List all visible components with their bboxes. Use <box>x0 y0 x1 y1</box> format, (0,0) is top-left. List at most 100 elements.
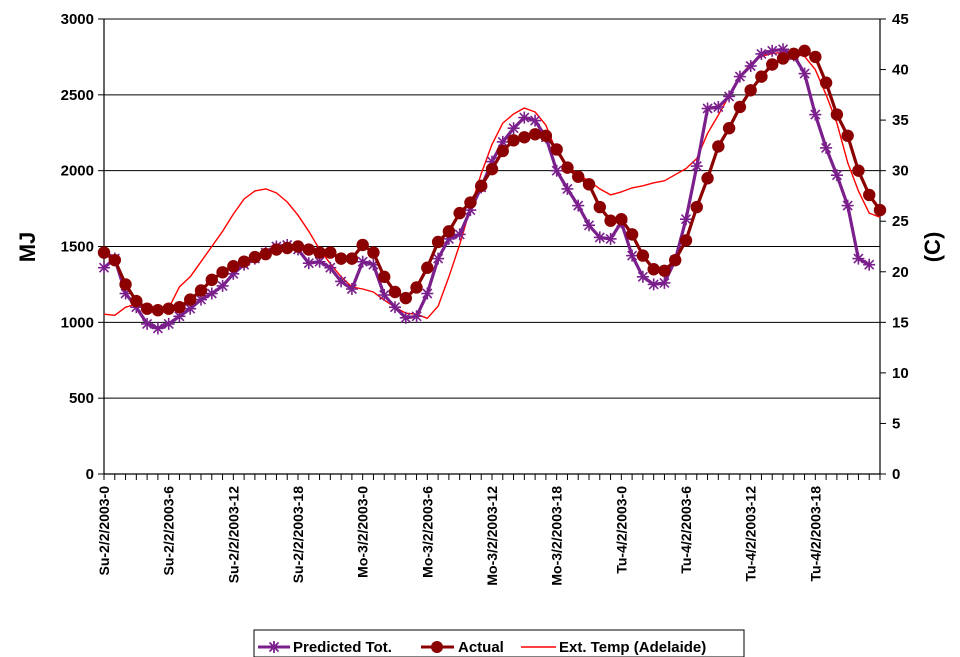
data-point <box>701 102 714 115</box>
data-point <box>151 304 165 317</box>
data-point <box>345 252 359 265</box>
data-point <box>582 178 596 191</box>
data-point <box>625 228 639 241</box>
data-point <box>550 164 563 177</box>
data-point <box>507 122 520 135</box>
data-point <box>852 164 865 177</box>
data-point <box>841 129 854 142</box>
data-point <box>184 293 197 306</box>
data-point <box>583 219 595 232</box>
right-tick-label: 35 <box>892 112 909 129</box>
data-point <box>119 278 132 291</box>
right-tick-label: 40 <box>892 62 909 79</box>
data-point <box>259 247 272 261</box>
x-ticks: Su-2/2/2003-0 Su-2/2/2003-6 Su-2/2/2003-12… <box>96 474 881 586</box>
data-point <box>248 250 262 264</box>
data-point <box>744 60 757 72</box>
data-point <box>507 134 520 147</box>
data-point <box>108 253 121 267</box>
data-point <box>755 70 768 83</box>
data-point <box>130 294 143 308</box>
legend-item-predicted: Predicted Tot. <box>258 639 392 656</box>
data-point <box>453 206 466 220</box>
data-point <box>281 241 294 255</box>
data-point <box>766 44 779 57</box>
data-point <box>658 276 671 289</box>
data-point <box>863 188 876 202</box>
data-point <box>302 257 315 270</box>
data-point <box>852 252 865 265</box>
right-y-ticks: 0 5 10 15 20 25 30 35 40 45 <box>880 11 909 483</box>
data-point <box>141 317 154 330</box>
data-point <box>518 111 531 124</box>
data-point <box>539 129 553 142</box>
left-tick-label: 500 <box>69 390 94 407</box>
data-point <box>399 311 412 324</box>
data-point <box>399 291 412 305</box>
data-point <box>367 246 380 259</box>
data-point <box>98 261 110 274</box>
data-point <box>701 172 714 185</box>
legend-label-actual: Actual <box>458 639 504 656</box>
data-point <box>658 264 671 277</box>
data-point <box>291 240 305 253</box>
data-point <box>561 182 574 195</box>
data-point <box>669 253 682 267</box>
x-tick-label: Tu-4/2/2003-12 <box>743 486 759 582</box>
data-point <box>572 199 585 212</box>
x-tick-label: Tu-4/2/2003-6 <box>678 486 694 574</box>
legend-asterisk-icon <box>268 641 280 653</box>
data-point <box>690 200 703 214</box>
data-point <box>475 179 488 193</box>
left-axis-label: MJ <box>15 232 40 263</box>
data-point <box>431 235 445 249</box>
x-tick-label: Mo-3/2/2003-12 <box>484 486 500 586</box>
left-tick-label: 1500 <box>61 239 94 256</box>
data-point <box>302 243 315 256</box>
right-tick-label: 0 <box>892 466 900 483</box>
data-point <box>647 278 660 291</box>
legend-circle-icon <box>431 641 443 653</box>
left-tick-label: 2000 <box>61 163 94 180</box>
data-point <box>388 285 402 299</box>
right-tick-label: 30 <box>892 163 909 180</box>
data-point <box>626 249 639 262</box>
data-point <box>830 169 843 182</box>
data-point <box>421 261 434 274</box>
data-point <box>378 289 391 301</box>
data-point <box>636 270 649 283</box>
left-tick-label: 0 <box>86 466 94 483</box>
data-point <box>324 261 337 274</box>
data-point <box>604 214 617 227</box>
x-tick-label: Tu-4/2/2003-18 <box>807 486 823 582</box>
data-point <box>378 270 391 284</box>
data-point <box>324 246 337 259</box>
data-point <box>227 260 240 273</box>
data-point <box>216 266 229 279</box>
right-tick-label: 25 <box>892 213 909 230</box>
data-point <box>432 252 445 265</box>
data-point <box>205 287 218 300</box>
data-point <box>733 70 746 83</box>
x-tick-label: Su-2/2/2003-6 <box>161 486 177 576</box>
data-point <box>194 284 208 297</box>
data-point <box>712 140 725 153</box>
legend-box <box>253 629 745 657</box>
data-point <box>744 84 757 97</box>
data-point <box>593 231 606 244</box>
data-point <box>766 58 779 71</box>
data-point <box>798 67 811 80</box>
data-point <box>389 301 401 314</box>
data-point <box>830 108 844 121</box>
data-point <box>615 213 628 226</box>
x-tick-label: Su-2/2/2003-0 <box>96 486 112 576</box>
data-point <box>819 76 833 89</box>
data-point <box>237 255 251 268</box>
data-point <box>464 196 477 209</box>
data-point <box>712 101 725 113</box>
data-point <box>733 100 747 114</box>
data-point <box>151 322 164 335</box>
series-layer <box>97 43 887 335</box>
data-point <box>205 273 218 287</box>
